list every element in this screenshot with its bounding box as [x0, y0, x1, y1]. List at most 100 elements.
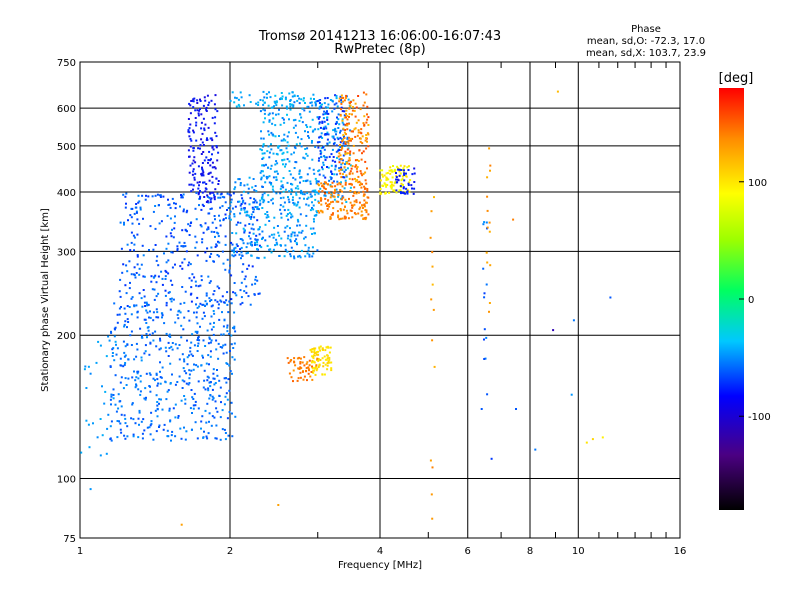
data-point	[200, 279, 203, 282]
data-point	[224, 438, 227, 441]
data-point	[188, 369, 191, 372]
data-point	[290, 246, 293, 249]
data-point	[353, 203, 356, 206]
data-point	[215, 243, 218, 246]
data-point	[349, 150, 352, 153]
data-point	[121, 271, 124, 274]
data-point	[198, 109, 201, 112]
data-point	[190, 286, 193, 289]
data-point	[325, 346, 328, 349]
data-point	[159, 339, 162, 342]
data-point	[339, 154, 342, 157]
data-point	[296, 185, 299, 188]
data-point	[232, 326, 234, 329]
data-point	[342, 176, 345, 179]
data-point	[349, 101, 352, 103]
data-point	[364, 218, 367, 221]
data-point	[392, 184, 395, 187]
data-point	[206, 194, 209, 197]
data-point	[97, 340, 100, 343]
data-point	[178, 309, 181, 312]
data-point	[213, 103, 216, 106]
data-point	[324, 363, 327, 366]
data-point	[188, 171, 191, 174]
data-point	[320, 197, 323, 200]
data-point	[204, 305, 206, 307]
data-point	[389, 172, 392, 175]
data-point	[135, 384, 138, 387]
data-point	[189, 138, 192, 140]
data-point	[344, 163, 346, 166]
data-point	[350, 167, 353, 170]
data-point	[341, 195, 344, 198]
data-point	[307, 249, 310, 252]
data-point	[320, 182, 323, 185]
data-point	[316, 358, 318, 361]
data-point	[181, 353, 184, 356]
data-point	[179, 265, 182, 268]
data-point	[482, 267, 485, 270]
data-point	[397, 179, 400, 182]
data-point	[353, 192, 356, 195]
data-point	[133, 243, 136, 246]
data-point	[289, 255, 292, 258]
data-point	[485, 336, 488, 339]
data-point	[323, 148, 326, 151]
data-point	[164, 278, 167, 280]
data-point	[296, 224, 299, 227]
data-point	[341, 159, 344, 162]
data-point	[152, 339, 155, 342]
data-point	[272, 248, 275, 251]
data-point	[159, 337, 161, 340]
data-point	[314, 232, 316, 235]
data-point	[250, 227, 253, 230]
data-point	[309, 227, 312, 230]
data-point	[171, 283, 174, 286]
data-point	[178, 344, 181, 346]
data-point	[331, 181, 334, 184]
data-point	[308, 136, 310, 139]
data-point	[272, 117, 275, 120]
data-point	[80, 451, 83, 454]
data-point	[319, 104, 322, 107]
data-point	[311, 233, 313, 235]
data-point	[103, 402, 106, 405]
data-point	[173, 221, 176, 224]
data-point	[251, 283, 254, 286]
data-point	[197, 191, 200, 194]
data-point	[290, 103, 293, 106]
data-point	[137, 370, 140, 373]
data-point	[125, 192, 128, 195]
data-point	[268, 235, 271, 238]
data-point	[292, 380, 294, 383]
data-point	[235, 97, 238, 100]
data-point	[287, 218, 290, 221]
data-point	[241, 197, 244, 200]
data-point	[181, 387, 184, 389]
data-point	[342, 96, 345, 99]
data-point	[133, 358, 136, 361]
data-point	[167, 242, 170, 245]
data-point	[185, 430, 188, 433]
data-point	[123, 363, 126, 366]
data-point	[220, 333, 223, 336]
data-point	[148, 249, 150, 251]
data-point	[339, 189, 342, 192]
data-point	[209, 137, 212, 140]
data-point	[381, 169, 384, 172]
data-point	[335, 97, 338, 100]
data-point	[327, 106, 329, 109]
data-point	[289, 360, 292, 363]
data-point	[135, 211, 138, 214]
data-point	[202, 117, 205, 120]
data-point	[366, 118, 369, 121]
data-point	[413, 172, 416, 175]
data-point	[150, 420, 153, 423]
data-point	[192, 368, 195, 371]
data-point	[301, 121, 304, 124]
data-point	[200, 113, 203, 116]
data-point	[331, 135, 334, 138]
data-point	[433, 196, 435, 199]
data-point	[230, 401, 233, 404]
data-point	[169, 362, 172, 365]
